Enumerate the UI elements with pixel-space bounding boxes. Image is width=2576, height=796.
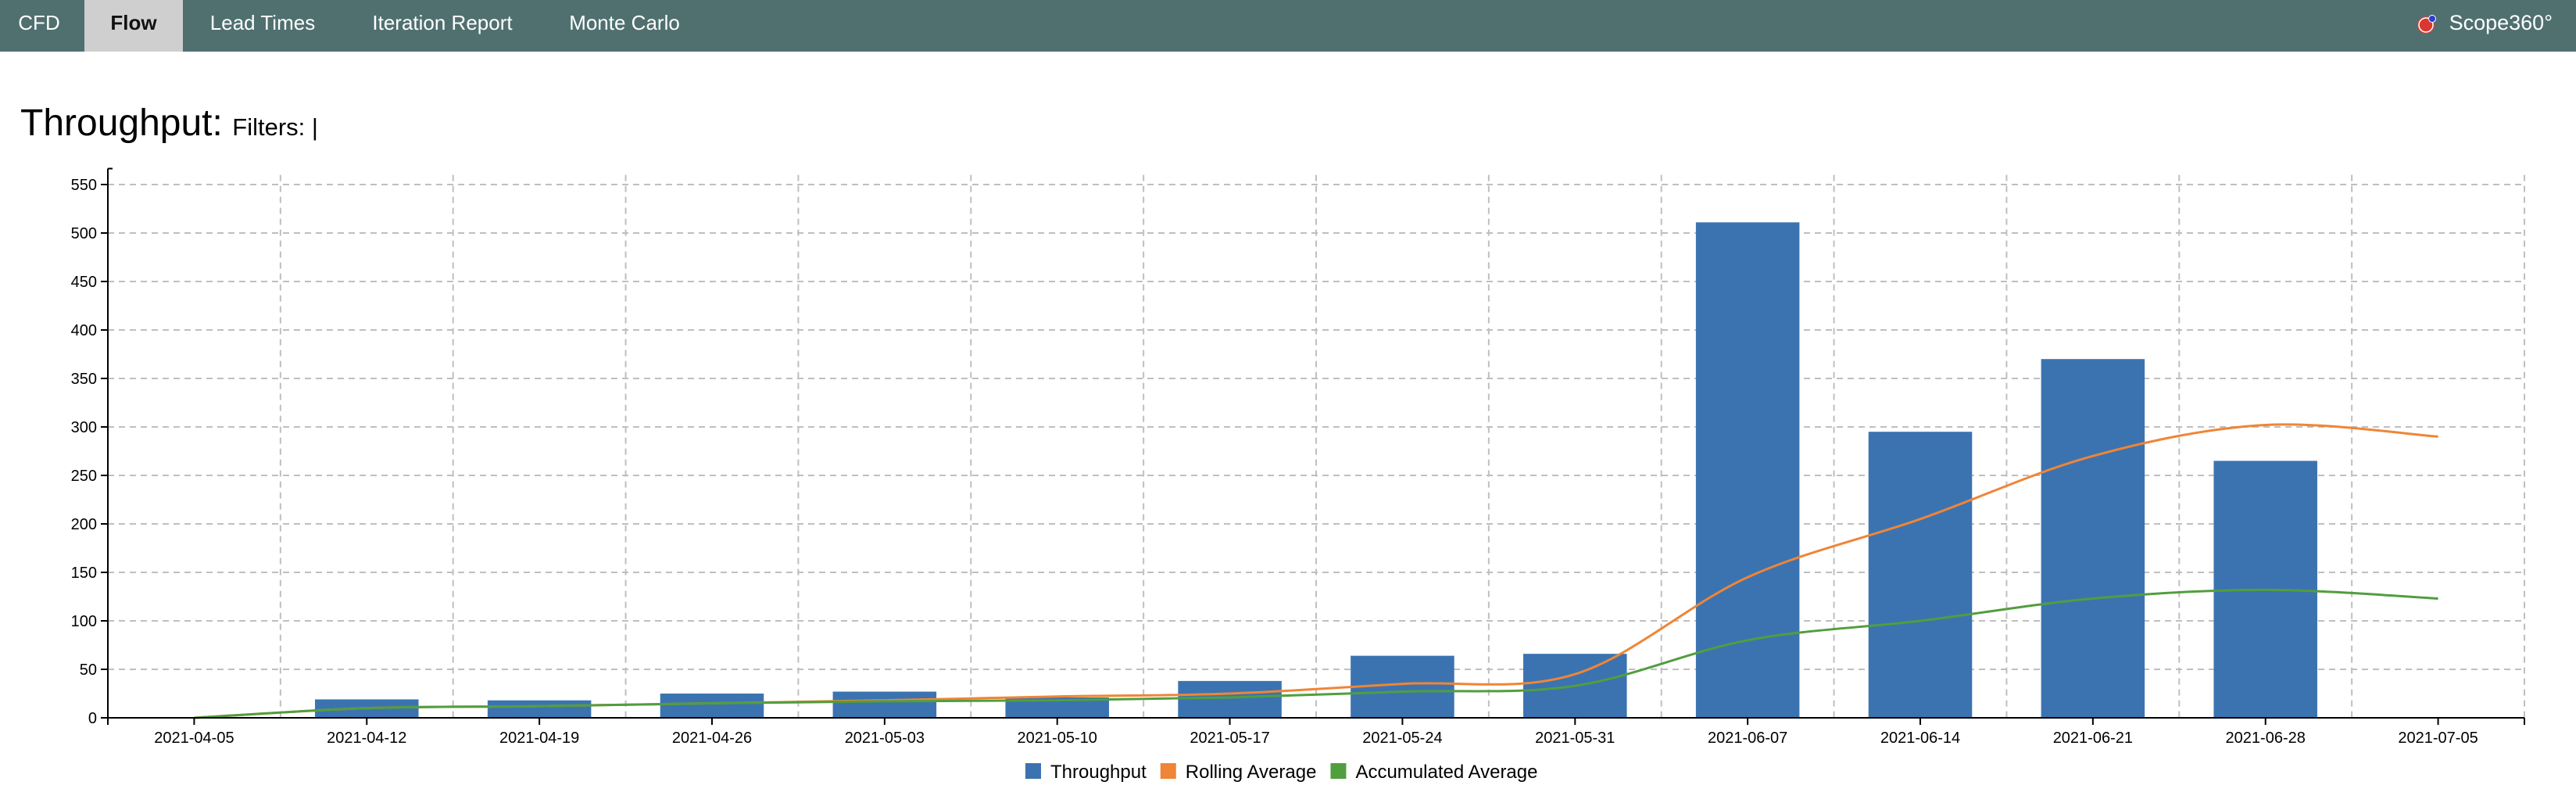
y-tick-label: 200 — [71, 516, 97, 533]
legend-label-accumulated-average: Accumulated Average — [1355, 762, 1537, 783]
x-tick-label: 2021-06-28 — [2226, 730, 2306, 747]
legend-label-rolling-average: Rolling Average — [1186, 762, 1317, 783]
y-tick-label: 500 — [71, 225, 97, 242]
x-tick-label: 2021-04-12 — [327, 730, 406, 747]
tab-lead-times[interactable]: Lead Times — [209, 11, 316, 34]
tab-cfd[interactable]: CFD — [18, 11, 60, 34]
y-tick-label: 450 — [71, 274, 97, 291]
brand-name: Scope360° — [2449, 11, 2553, 34]
y-tick-label: 100 — [71, 613, 97, 630]
y-tick-label: 400 — [71, 322, 97, 339]
x-tick-label: 2021-06-21 — [2053, 730, 2133, 747]
y-tick-label: 550 — [71, 177, 97, 194]
y-tick-label: 50 — [80, 662, 97, 679]
tab-flow[interactable]: Flow — [84, 0, 183, 52]
x-tick-label: 2021-04-05 — [154, 730, 234, 747]
x-tick-label: 2021-05-31 — [1535, 730, 1615, 747]
tab-iteration-report[interactable]: Iteration Report — [372, 11, 513, 34]
throughput-chart: 0 50 100 150 200 250 300 350 400 450 500 550 2021-04… — [71, 167, 2525, 783]
brand[interactable]: Scope360° — [2417, 0, 2553, 52]
x-tick-label: 2021-06-14 — [1880, 730, 1960, 747]
page-heading: Throughput: Filters: | — [20, 102, 318, 145]
throughput-bar[interactable] — [832, 691, 937, 718]
x-tick-label: 2021-05-03 — [845, 730, 925, 747]
throughput-bar[interactable] — [660, 694, 764, 718]
x-tick-label: 2021-05-10 — [1018, 730, 1097, 747]
brand-logo-icon — [2417, 15, 2436, 34]
x-tick-label: 2021-04-19 — [499, 730, 579, 747]
x-tick-label: 2021-05-17 — [1190, 730, 1269, 747]
throughput-bar[interactable] — [487, 700, 592, 718]
throughput-bar[interactable] — [1178, 680, 1282, 718]
throughput-bar[interactable] — [1868, 432, 1973, 718]
x-tick-label: 2021-04-26 — [672, 730, 752, 747]
x-tick-label: 2021-07-05 — [2398, 730, 2478, 747]
throughput-bar[interactable] — [1695, 222, 1800, 718]
legend-swatch-rolling-average — [1160, 763, 1176, 779]
legend-swatch-accumulated-average — [1330, 763, 1347, 779]
y-tick-label: 250 — [71, 468, 97, 485]
legend-label-throughput: Throughput — [1050, 762, 1147, 783]
tab-monte-carlo[interactable]: Monte Carlo — [569, 11, 680, 34]
throughput-bar[interactable] — [2041, 359, 2145, 718]
y-tick-label: 150 — [71, 565, 97, 582]
y-tick-label: 350 — [71, 371, 97, 388]
legend-swatch-throughput — [1025, 763, 1041, 779]
page-title: Throughput: — [20, 102, 223, 144]
filters-label[interactable]: Filters: | — [232, 113, 318, 141]
x-tick-label: 2021-05-24 — [1362, 730, 1442, 747]
y-tick-label: 300 — [71, 419, 97, 436]
accumulated-average-line[interactable] — [194, 588, 2438, 719]
y-tick-label: 0 — [88, 710, 97, 727]
top-nav: CFD Flow Lead Times Iteration Report Mon… — [0, 0, 2576, 52]
x-tick-label: 2021-06-07 — [1708, 730, 1787, 747]
